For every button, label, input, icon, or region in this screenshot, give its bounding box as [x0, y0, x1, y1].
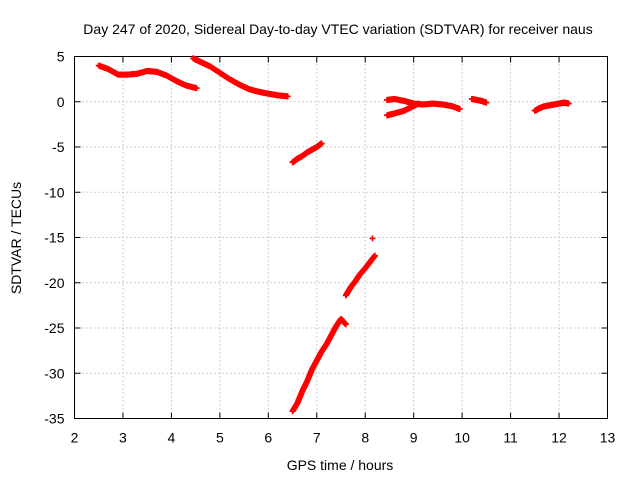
series-arc-1	[95, 62, 200, 92]
data-point	[415, 100, 422, 107]
x-tick-label: 4	[168, 430, 176, 446]
data-point	[318, 140, 325, 147]
series-arc-3	[289, 140, 325, 166]
grid-lines	[74, 56, 608, 419]
y-tick-label: -20	[44, 275, 64, 291]
data-point	[483, 99, 490, 106]
y-tick-label: -10	[44, 184, 64, 200]
series-arc-8	[384, 100, 422, 119]
x-tick-label: 9	[410, 430, 418, 446]
x-tick-label: 13	[600, 430, 616, 446]
x-tick-label: 3	[119, 430, 127, 446]
y-tick-label: -30	[44, 365, 64, 381]
x-tick-label: 10	[454, 430, 470, 446]
data-point	[193, 85, 200, 92]
series-arc-5	[342, 252, 378, 299]
x-tick-label: 7	[313, 430, 321, 446]
series-arc-4	[289, 315, 349, 415]
y-tick-label: 5	[57, 49, 65, 65]
chart-title: Day 247 of 2020, Sidereal Day-to-day VTE…	[83, 21, 592, 37]
y-tick-label: 0	[57, 94, 65, 110]
y-tick-label: -35	[44, 411, 64, 427]
x-axis-label: GPS time / hours	[287, 457, 394, 473]
x-tick-label: 12	[551, 430, 567, 446]
x-tick-label: 2	[71, 430, 79, 446]
x-tick-label: 11	[503, 430, 518, 446]
y-tick-label: -5	[52, 139, 65, 155]
y-axis-label: SDTVAR / TECUs	[8, 182, 24, 294]
series-arc-2	[190, 55, 291, 100]
data-point	[369, 235, 376, 242]
series-arc-9	[468, 96, 490, 106]
data-point	[342, 321, 349, 328]
series-arc-7	[384, 96, 463, 112]
plot-frame	[74, 56, 608, 419]
data-point	[565, 100, 572, 107]
y-tick-label: -15	[44, 230, 64, 246]
data-point	[284, 93, 291, 100]
series-point-6	[369, 235, 376, 242]
data-point	[456, 105, 463, 112]
x-tick-label: 5	[216, 430, 224, 446]
x-tick-label: 6	[264, 430, 272, 446]
axis-ticks: 2 3 4 5 6 7 8 9 10 11 12 13 5 0 -5 -10 -15 -20 -25 -30 -35	[44, 49, 615, 446]
y-tick-label: -25	[44, 320, 64, 336]
data-points	[95, 55, 572, 415]
data-point	[371, 252, 378, 259]
x-tick-label: 8	[361, 430, 369, 446]
series-arc-10	[531, 99, 572, 114]
